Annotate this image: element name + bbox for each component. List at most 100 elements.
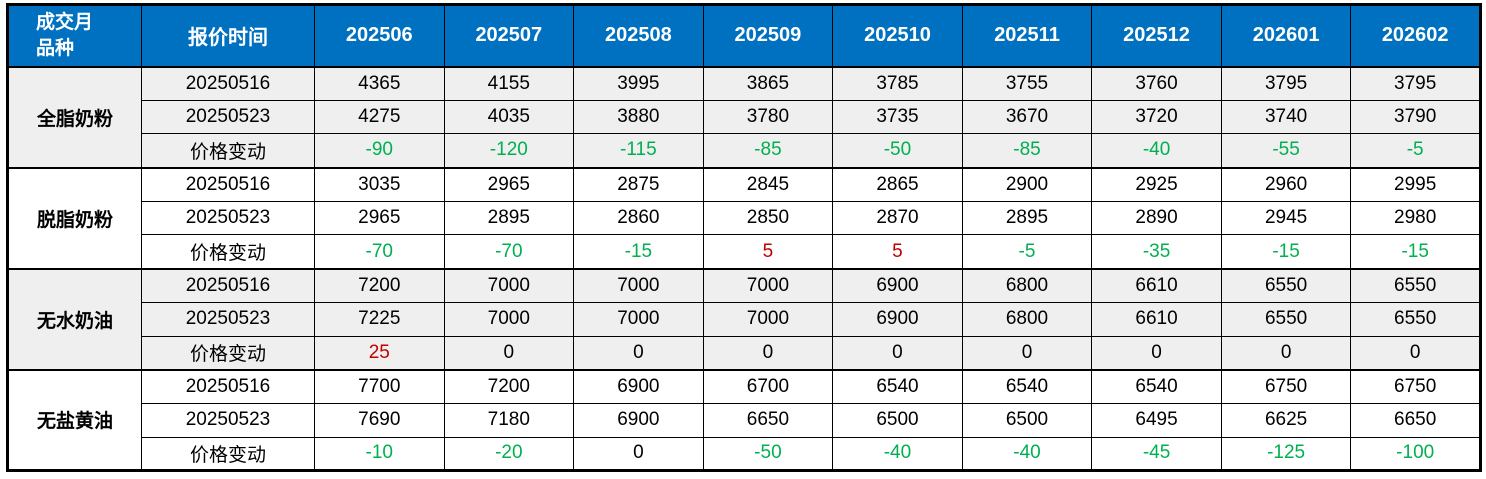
price-cell: 7000	[573, 301, 704, 337]
change-cell: 0	[443, 335, 575, 371]
price-cell: 3720	[1091, 99, 1222, 135]
price-cell: 6700	[702, 368, 834, 404]
change-cell: -55	[1220, 133, 1352, 169]
price-cell: 6610	[1091, 301, 1222, 337]
table-row: 无水奶油 20250516 7200 7000 7000 7000 6900 6800 6610…	[7, 267, 1481, 371]
table-body: 全脂奶粉 20250516 4365 4155 3995 3865 3785 3755 3760…	[7, 65, 1481, 472]
product-cell: 无盐黄油	[7, 368, 142, 472]
price-cell: 7000	[702, 301, 834, 337]
price-cell: 6500	[961, 402, 1093, 438]
price-cell: 6900	[573, 368, 704, 404]
change-cell: -35	[1091, 234, 1222, 270]
price-cell: 3670	[961, 99, 1093, 135]
price-cell: 3035	[314, 166, 445, 202]
quote-date-label: 20250516	[141, 267, 315, 303]
table-row: 价格变动 -90 -120 -115 -85 -50 -85 -40 -55 -5	[8, 133, 1481, 169]
change-cell: -40	[1091, 133, 1222, 169]
table-row: 价格变动 -10 -20 0 -50 -40 -40 -45 -125 -100	[8, 436, 1481, 472]
price-cell: 3995	[573, 65, 704, 101]
table-row: 价格变动 25 0 0 0 0 0 0 0 0	[8, 335, 1481, 371]
price-cell: 2895	[443, 200, 575, 236]
price-cell: 2895	[961, 200, 1093, 236]
change-cell: -70	[314, 234, 445, 270]
price-cell: 2965	[314, 200, 445, 236]
change-row-label: 价格变动	[141, 436, 315, 472]
price-cell: 7000	[702, 267, 834, 303]
col-header-202510: 202510	[832, 4, 963, 67]
quote-date-label: 20250516	[141, 166, 315, 202]
table-row: 脱脂奶粉 20250516 3035 2965 2875 2845 2865 2900 2925…	[7, 166, 1481, 270]
col-header-202601: 202601	[1220, 4, 1352, 67]
price-cell: 3760	[1091, 65, 1222, 101]
corner-line-product: 品种	[36, 37, 75, 59]
price-cell: 6550	[1350, 267, 1481, 303]
price-cell: 6650	[702, 402, 834, 438]
change-cell: 0	[832, 335, 963, 371]
table-row: 20250523 7225 7000 7000 7000 6900 6800 6610 6550…	[8, 301, 1481, 337]
price-cell: 2875	[573, 166, 704, 202]
price-cell: 2995	[1350, 166, 1481, 202]
price-cell: 6900	[832, 267, 963, 303]
change-cell: -125	[1220, 436, 1352, 472]
price-table: 成交月 品种 报价时间 202506 202507 202508 202509 2025…	[6, 3, 1482, 473]
table-row: 20250523 7690 7180 6900 6650 6500 6500 6495 6625…	[8, 402, 1481, 438]
price-cell: 6550	[1220, 301, 1352, 337]
table-row: 无盐黄油 20250516 7700 7200 6900 6700 6540 6540 6540…	[7, 368, 1481, 472]
col-header-202511: 202511	[961, 4, 1093, 67]
price-cell: 7200	[314, 267, 445, 303]
change-cell: -20	[443, 436, 575, 472]
price-cell: 6540	[961, 368, 1093, 404]
price-cell: 6800	[961, 301, 1093, 337]
change-cell: -10	[314, 436, 445, 472]
change-cell: -40	[832, 436, 963, 472]
change-cell: 0	[1091, 335, 1222, 371]
quote-date-label: 20250523	[141, 402, 315, 438]
price-cell: 6900	[573, 402, 704, 438]
change-cell: 0	[1220, 335, 1352, 371]
change-cell: 25	[314, 335, 445, 371]
price-cell: 6540	[832, 368, 963, 404]
price-cell: 7225	[314, 301, 445, 337]
change-cell: -85	[702, 133, 834, 169]
change-cell: -70	[443, 234, 575, 270]
price-cell: 2850	[702, 200, 834, 236]
price-cell: 7700	[314, 368, 445, 404]
price-cell: 7000	[443, 301, 575, 337]
col-header-202508: 202508	[573, 4, 704, 67]
change-cell: -100	[1350, 436, 1481, 472]
price-cell: 3785	[832, 65, 963, 101]
col-header-202602: 202602	[1350, 4, 1481, 67]
price-cell: 6900	[832, 301, 963, 337]
product-cell: 全脂奶粉	[7, 65, 142, 169]
price-cell: 2860	[573, 200, 704, 236]
col-header-202506: 202506	[314, 4, 445, 67]
price-cell: 7000	[573, 267, 704, 303]
price-cell: 4035	[443, 99, 575, 135]
quote-date-label: 20250523	[141, 301, 315, 337]
price-cell: 6500	[832, 402, 963, 438]
change-cell: -45	[1091, 436, 1222, 472]
price-cell: 6650	[1350, 402, 1481, 438]
change-cell: -50	[702, 436, 834, 472]
col-header-202509: 202509	[702, 4, 834, 67]
price-cell: 4155	[443, 65, 575, 101]
product-cell: 脱脂奶粉	[7, 166, 142, 270]
change-cell: 0	[702, 335, 834, 371]
change-cell: -5	[1350, 133, 1481, 169]
price-cell: 2845	[702, 166, 834, 202]
product-cell: 无水奶油	[7, 267, 142, 371]
change-cell: 0	[573, 436, 704, 472]
price-cell: 6495	[1091, 402, 1222, 438]
corner-line-month: 成交月	[36, 11, 94, 33]
change-cell: 5	[702, 234, 834, 270]
price-cell: 2865	[832, 166, 963, 202]
price-cell: 6610	[1091, 267, 1222, 303]
price-cell: 2965	[443, 166, 575, 202]
change-cell: -15	[1220, 234, 1352, 270]
price-cell: 3865	[702, 65, 834, 101]
change-cell: -90	[314, 133, 445, 169]
price-cell: 4365	[314, 65, 445, 101]
price-cell: 7180	[443, 402, 575, 438]
quote-date-label: 20250523	[141, 99, 315, 135]
price-cell: 3755	[961, 65, 1093, 101]
